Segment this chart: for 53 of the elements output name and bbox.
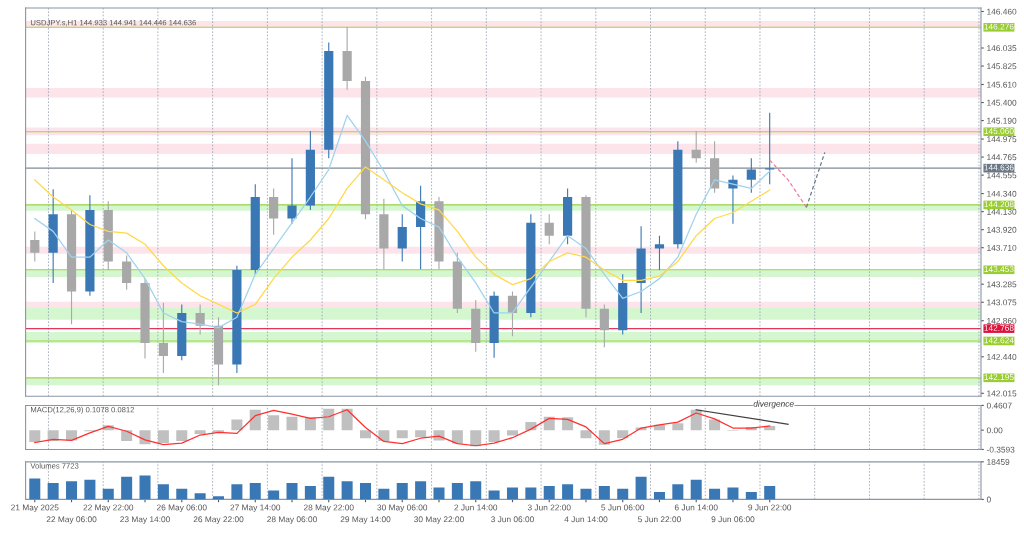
ref-line-label: 144.208	[984, 201, 1014, 208]
y-tick-label: 142.015	[987, 390, 1017, 397]
x-tick-label: 30 May 06:00	[377, 504, 428, 513]
y-tick-label: 142.440	[987, 353, 1017, 360]
y-tick-label: 145.190	[987, 117, 1017, 124]
y-tick-label: 146.035	[987, 45, 1017, 52]
y-tick-label: 144.340	[987, 190, 1017, 197]
x-tick-label: 28 May 22:00	[303, 504, 354, 513]
ref-line-label: 142.768	[984, 324, 1014, 331]
ref-line-label: 144.636	[984, 164, 1014, 171]
x-tick-label: 27 May 14:00	[230, 504, 281, 513]
x-tick-label: 9 Jun 06:00	[711, 516, 755, 523]
x-tick-label: 2 Jun 14:00	[454, 504, 498, 511]
x-tick-label: 9 Jun 22:00	[748, 504, 792, 511]
annotation: divergence	[753, 400, 794, 409]
x-tick-label: 5 Jun 06:00	[601, 504, 645, 511]
x-tick-label: 26 May 06:00	[156, 504, 207, 513]
y-tick-label: 145.610	[987, 81, 1017, 88]
y-tick-label: 144.555	[987, 172, 1017, 179]
y-tick-label: 144.130	[987, 208, 1017, 215]
x-tick-label: 21 May 2025	[11, 504, 59, 513]
x-tick-label: 28 May 06:00	[267, 516, 317, 524]
x-tick-label: 3 Jun 22:00	[527, 504, 571, 511]
x-tick-label: 30 May 22:00	[414, 516, 464, 524]
x-tick-label: 4 Jun 14:00	[564, 516, 608, 523]
x-tick-label: 23 May 14:00	[120, 516, 170, 524]
ref-line-label: 145.060	[984, 128, 1014, 134]
x-tick-label: 5 Jun 22:00	[638, 516, 681, 523]
y-tick-label: 143.075	[987, 299, 1017, 306]
y-tick-label: 143.920	[987, 226, 1017, 233]
x-tick-label: 3 Jun 06:00	[491, 516, 534, 523]
x-tick-label: 22 May 06:00	[46, 516, 97, 524]
y-tick-label: 146.460	[987, 8, 1017, 15]
x-tick-label: 22 May 22:00	[83, 504, 134, 513]
y-tick-label: -0.3593	[986, 446, 1015, 453]
y-tick-label: 145.825	[987, 63, 1017, 70]
ref-line-label: 146.276	[984, 23, 1014, 30]
y-tick-label: 145.400	[987, 99, 1017, 106]
y-tick-label: 144.765	[987, 154, 1017, 161]
x-tick-label: 6 Jun 14:00	[674, 504, 718, 511]
y-tick-label: 144.975	[987, 136, 1017, 143]
ref-line-label: 142.624	[984, 337, 1014, 344]
ref-line-label: 143.453	[984, 266, 1014, 273]
y-tick-label: 0.4607	[986, 402, 1012, 409]
y-tick-label: 0.00	[986, 427, 1003, 434]
y-tick-label: 142.860	[987, 317, 1017, 324]
x-tick-label: 26 May 22:00	[193, 516, 244, 524]
y-tick-label: 18459	[987, 459, 1010, 465]
y-tick-label: 0	[986, 496, 991, 503]
ref-line-label: 142.195	[984, 374, 1014, 381]
y-tick-label: 143.285	[987, 281, 1017, 288]
y-tick-label: 143.710	[987, 244, 1017, 251]
x-tick-label: 29 May 14:00	[340, 516, 391, 524]
